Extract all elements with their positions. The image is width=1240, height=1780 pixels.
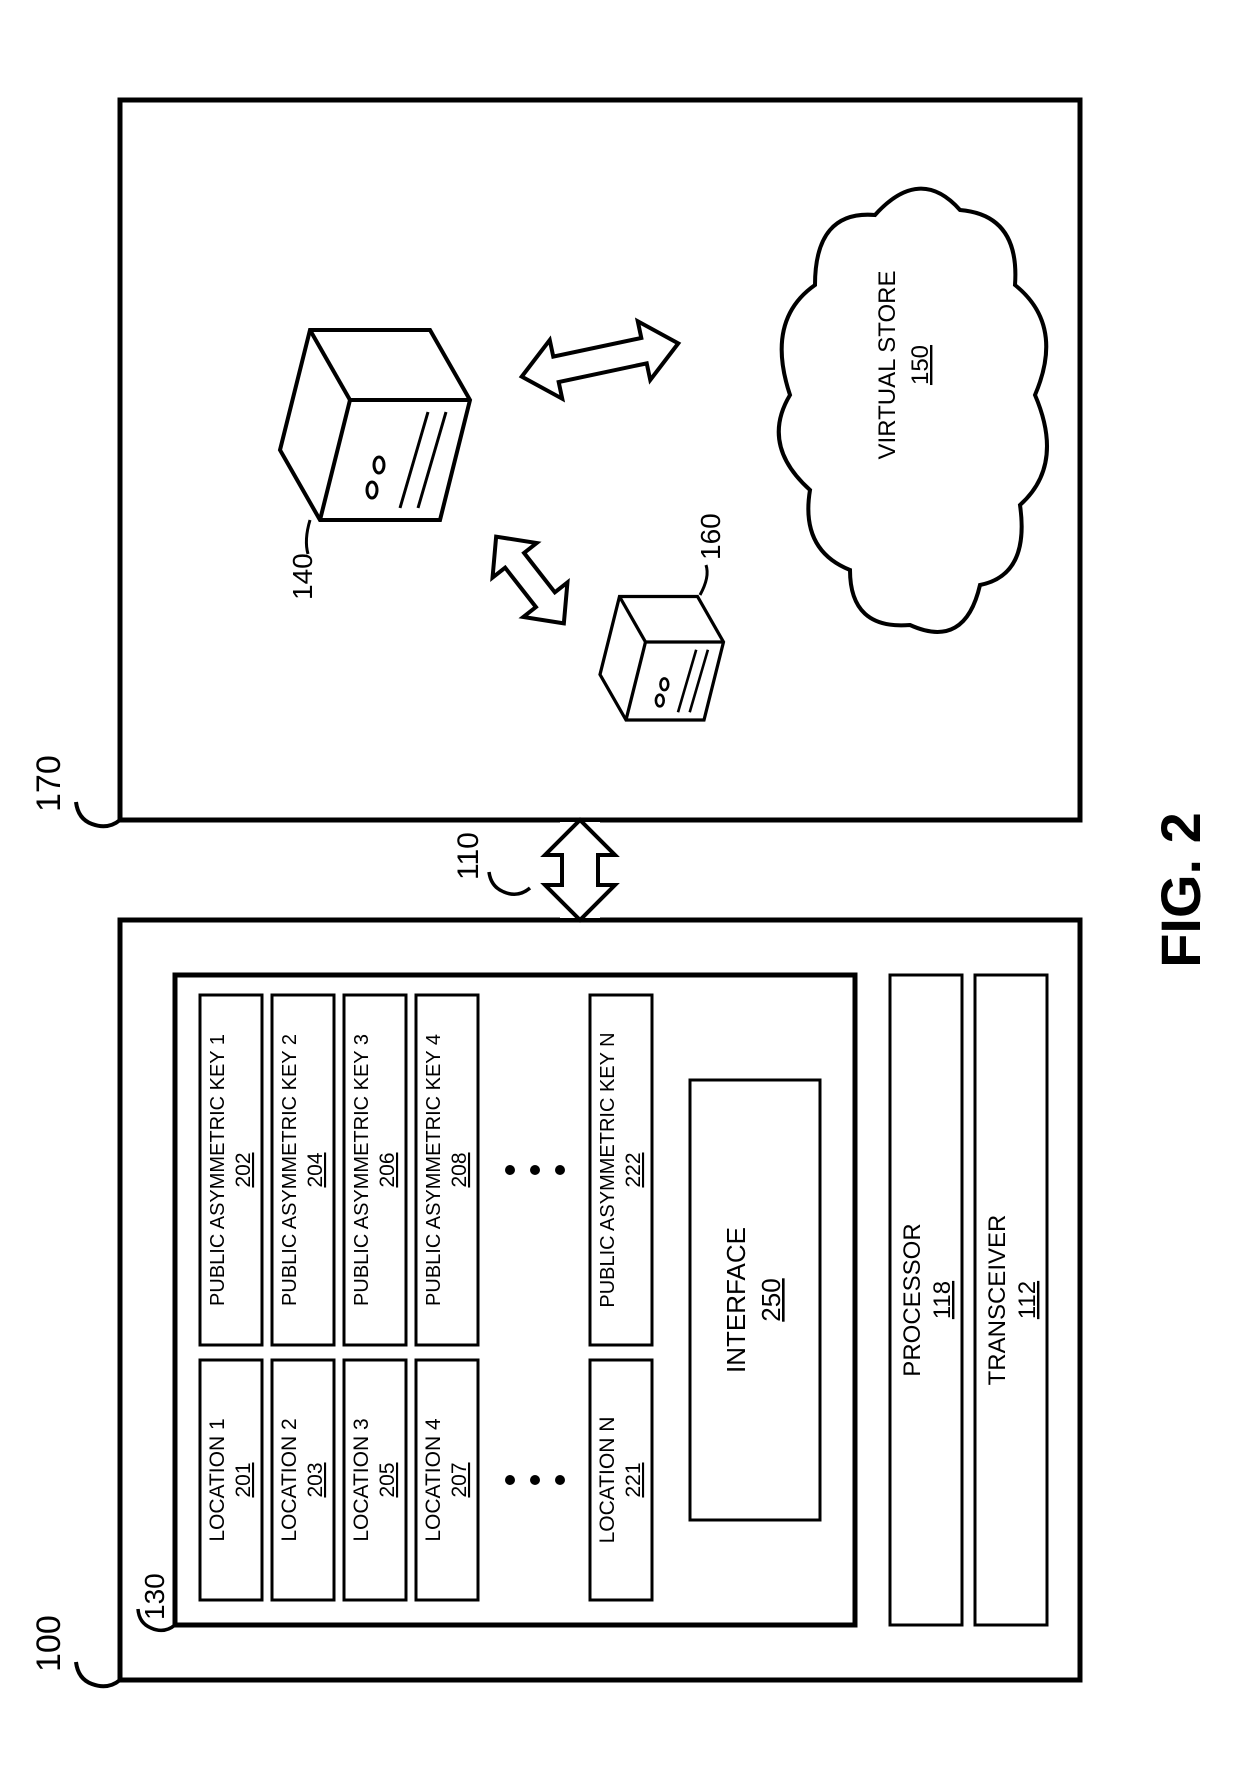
keyN-ref: 222	[622, 1152, 645, 1187]
loc2: LOCATION 2	[278, 1418, 301, 1541]
key2: PUBLIC ASYMMETRIC KEY 2	[279, 1034, 301, 1306]
transceiver-label: TRANSCEIVER	[984, 1215, 1011, 1386]
left-box-ref-num: 100	[30, 1615, 68, 1672]
loc4-ref: 207	[448, 1462, 471, 1497]
locN: LOCATION N	[596, 1417, 619, 1544]
key3-ref: 206	[376, 1152, 399, 1187]
figure-label: FIG. 2	[1149, 812, 1212, 968]
loc1: LOCATION 1	[206, 1418, 229, 1541]
key4: PUBLIC ASYMMETRIC KEY 4	[423, 1034, 445, 1306]
right-box-ref-num: 170	[30, 755, 68, 812]
keyN: PUBLIC ASYMMETRIC KEY N	[597, 1032, 619, 1307]
processor-ref: 118	[929, 1281, 956, 1319]
interface-label: INTERFACE	[721, 1227, 751, 1373]
loc4: LOCATION 4	[422, 1418, 445, 1542]
cloud-label: VIRTUAL STORE	[874, 271, 901, 460]
server-main	[280, 330, 470, 520]
locN-ref: 221	[622, 1462, 645, 1497]
key3: PUBLIC ASYMMETRIC KEY 3	[351, 1034, 373, 1306]
loc3: LOCATION 3	[350, 1418, 373, 1541]
interface-ref: 250	[756, 1278, 786, 1321]
loc1-ref: 201	[232, 1462, 255, 1497]
key1-ref: 202	[232, 1152, 255, 1187]
key2-ref: 204	[304, 1152, 327, 1187]
server-small-ref: 160	[695, 513, 726, 560]
loc2-ref: 203	[304, 1462, 327, 1497]
memory-ref-text: 130	[139, 1573, 170, 1620]
key4-ref: 208	[448, 1152, 471, 1187]
server-main-ref: 140	[287, 553, 318, 600]
connector-ref: 110	[452, 832, 485, 880]
transceiver-ref: 112	[1014, 1281, 1041, 1319]
cloud-ref: 150	[907, 345, 934, 385]
key1: PUBLIC ASYMMETRIC KEY 1	[207, 1034, 229, 1306]
processor-label: PROCESSOR	[899, 1223, 926, 1376]
server-small	[600, 597, 724, 721]
loc3-ref: 205	[376, 1462, 399, 1497]
diagram-canvas: 100 130 130 LOCATION 1 100 170	[0, 0, 1240, 1780]
